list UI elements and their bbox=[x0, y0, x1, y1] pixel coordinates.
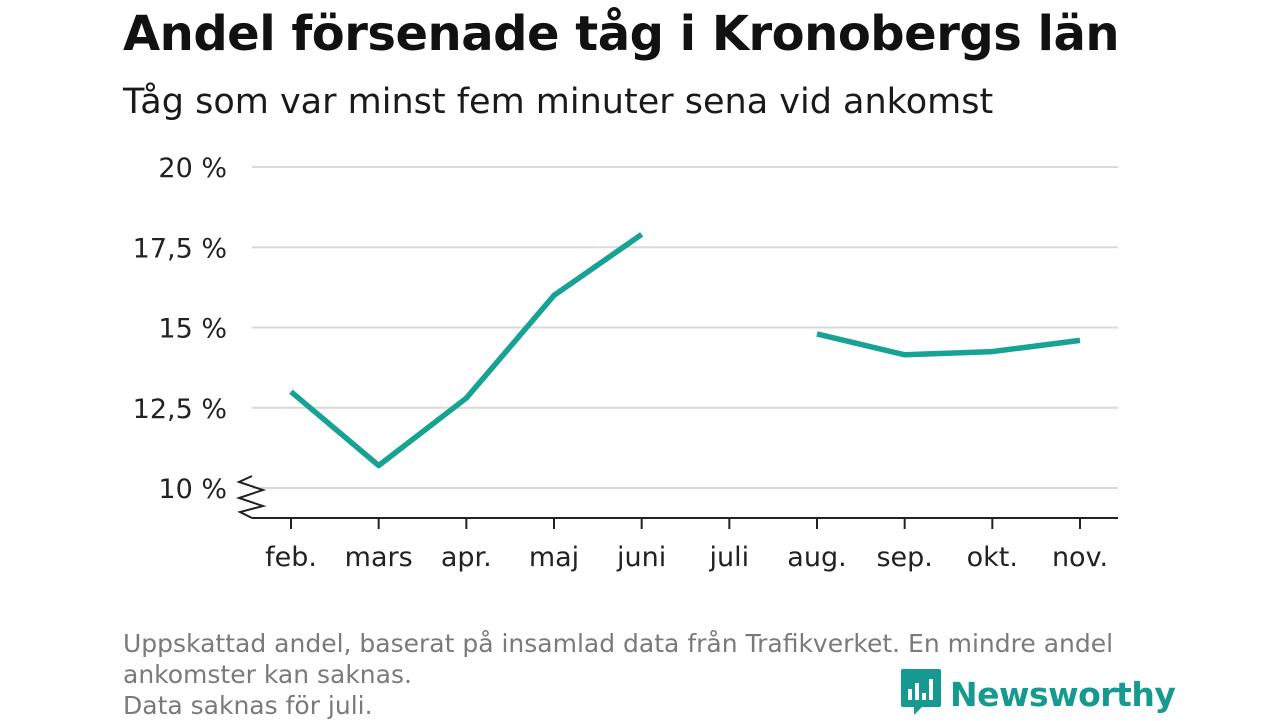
y-tick-label: 15 % bbox=[158, 314, 227, 345]
footnote-line: ankomster kan saknas. bbox=[123, 660, 412, 689]
x-axis bbox=[235, 475, 1118, 529]
footnote-line: Data saknas för juli. bbox=[123, 691, 373, 720]
axis-break-icon bbox=[235, 475, 267, 519]
y-axis-labels: 10 % 12,5 % 15 % 17,5 % 20 % bbox=[133, 153, 227, 505]
chart-subtitle: Tåg som var minst fem minuter sena vid a… bbox=[123, 82, 994, 122]
x-tick-label: mars bbox=[345, 542, 413, 573]
x-tick-label: okt. bbox=[967, 542, 1018, 573]
y-tick-label: 17,5 % bbox=[133, 233, 227, 264]
x-tick-label: juni bbox=[616, 542, 666, 573]
newsworthy-logo: Newsworthy bbox=[900, 667, 1176, 721]
x-tick-label: juli bbox=[709, 542, 750, 573]
x-tick-label: maj bbox=[529, 542, 579, 573]
series-line bbox=[289, 232, 644, 469]
grid-lines bbox=[252, 166, 1118, 489]
chart-bubble-icon bbox=[900, 667, 942, 721]
chart-title: Andel försenade tåg i Kronobergs län bbox=[123, 6, 1120, 62]
series-line bbox=[816, 331, 1081, 358]
x-tick-label: apr. bbox=[441, 542, 492, 573]
x-axis-labels: feb. mars apr. maj juni juli aug. sep. okt. nov. bbox=[265, 542, 1108, 573]
x-tick-label: nov. bbox=[1052, 542, 1108, 573]
y-tick-label: 20 % bbox=[158, 153, 227, 184]
x-tick-label: feb. bbox=[265, 542, 317, 573]
footnote: Uppskattad andel, baserat på insamlad da… bbox=[123, 628, 1163, 721]
footnote-line: Uppskattad andel, baserat på insamlad da… bbox=[123, 629, 1114, 658]
series-lines bbox=[289, 232, 1081, 469]
y-tick-label: 10 % bbox=[158, 474, 227, 505]
y-tick-label: 12,5 % bbox=[133, 394, 227, 425]
brand-name: Newsworthy bbox=[950, 674, 1176, 714]
x-tick-label: aug. bbox=[787, 542, 846, 573]
x-tick-label: sep. bbox=[876, 542, 932, 573]
